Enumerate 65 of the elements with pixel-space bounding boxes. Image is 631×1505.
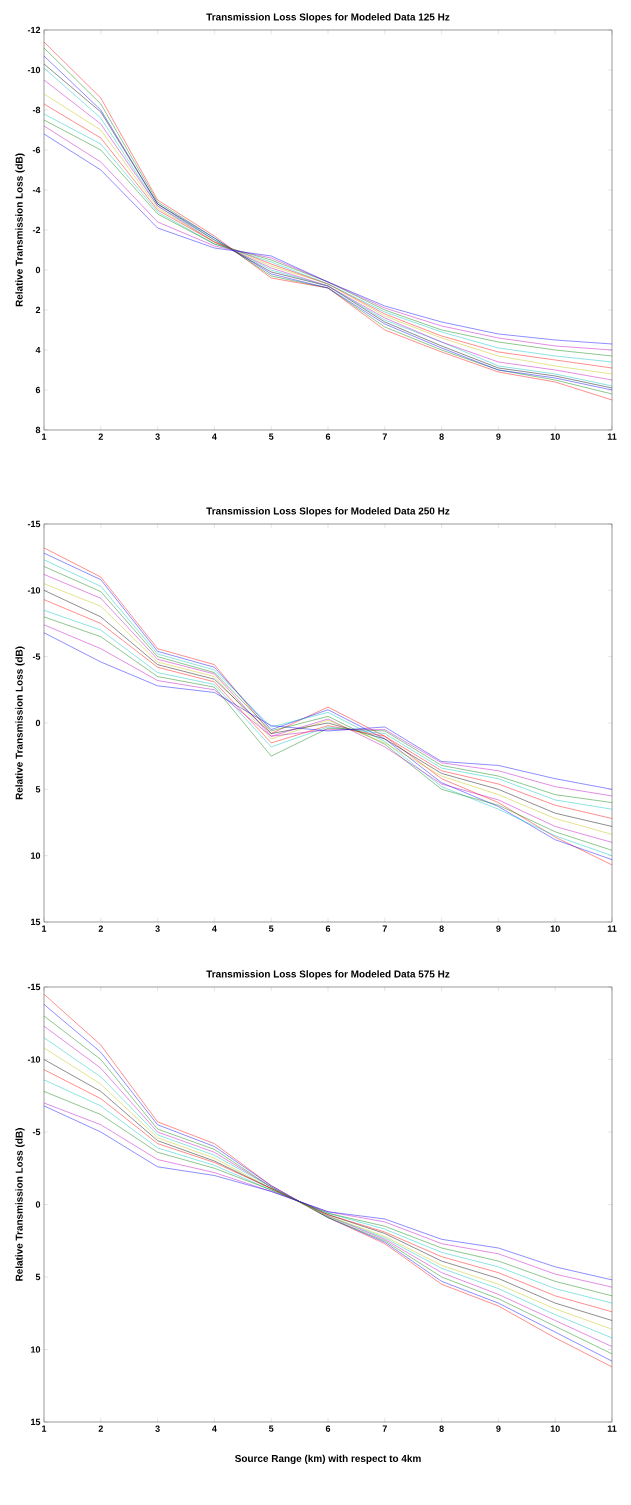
chart-title: Transmission Loss Slopes for Modeled Data 575 Hz xyxy=(206,970,450,980)
x-tick-label: 5 xyxy=(268,925,274,932)
y-tick-label: -4 xyxy=(32,186,41,194)
x-tick-label: 4 xyxy=(212,433,217,440)
y-tick-label: 6 xyxy=(35,386,41,394)
y-axis-title: Relative Transmission Loss (dB) xyxy=(15,1128,25,1281)
x-tick-label: 2 xyxy=(98,1425,103,1432)
chart-title: Transmission Loss Slopes for Modeled Data 125 Hz xyxy=(206,13,450,23)
x-tick-label: 2 xyxy=(98,925,103,932)
x-tick-label: 9 xyxy=(496,925,501,932)
x-tick-label: 11 xyxy=(607,925,617,932)
x-tick-label: 6 xyxy=(325,925,331,932)
y-tick-label: 5 xyxy=(35,1273,41,1281)
x-tick-label: 7 xyxy=(382,1425,387,1432)
y-tick-label: 2 xyxy=(35,306,41,314)
x-tick-label: 1 xyxy=(42,1425,47,1432)
x-tick-label: 10 xyxy=(550,1425,560,1432)
x-tick-label: 10 xyxy=(550,433,560,440)
x-tick-label: 5 xyxy=(268,1425,274,1432)
y-tick-label: 4 xyxy=(35,346,41,354)
y-tick-label: -15 xyxy=(27,520,41,528)
y-tick-label: -2 xyxy=(32,226,41,234)
y-tick-label: 10 xyxy=(31,852,41,859)
y-tick-label: 15 xyxy=(31,1418,41,1426)
y-tick-label: -8 xyxy=(32,106,41,114)
y-tick-label: 10 xyxy=(31,1346,41,1353)
y-tick-label: 15 xyxy=(31,918,41,926)
y-tick-label: 0 xyxy=(35,266,41,274)
y-tick-label: 5 xyxy=(35,786,41,793)
x-tick-label: 11 xyxy=(607,1425,617,1432)
x-tick-label: 1 xyxy=(42,925,47,932)
x-tick-label: 11 xyxy=(607,433,617,440)
y-tick-label: -5 xyxy=(32,1128,41,1136)
x-tick-label: 8 xyxy=(439,1425,444,1432)
y-tick-label: 0 xyxy=(35,719,41,727)
x-tick-label: 3 xyxy=(155,1425,160,1432)
x-tick-label: 3 xyxy=(155,433,160,440)
y-tick-label: -6 xyxy=(32,146,41,154)
y-tick-label: -15 xyxy=(27,983,41,991)
x-axis-title: Source Range (km) with respect to 4km xyxy=(235,1454,421,1464)
x-tick-label: 2 xyxy=(98,433,103,440)
x-tick-label: 4 xyxy=(212,1425,217,1432)
y-tick-label: -5 xyxy=(32,653,41,660)
x-tick-label: 7 xyxy=(382,925,387,932)
y-tick-label: -10 xyxy=(27,1056,41,1063)
y-tick-label: -10 xyxy=(27,587,41,594)
x-tick-label: 9 xyxy=(496,433,501,440)
y-tick-label: 0 xyxy=(35,1201,41,1208)
y-tick-label: -10 xyxy=(27,66,41,74)
chart-title: Transmission Loss Slopes for Modeled Data 250 Hz xyxy=(206,507,450,517)
x-tick-label: 10 xyxy=(550,925,560,932)
x-tick-label: 8 xyxy=(439,433,444,440)
x-tick-label: 7 xyxy=(382,433,387,440)
x-tick-label: 9 xyxy=(496,1425,501,1432)
x-tick-label: 1 xyxy=(42,433,47,440)
x-tick-label: 8 xyxy=(439,925,444,932)
x-tick-label: 5 xyxy=(268,433,274,440)
x-tick-label: 6 xyxy=(325,1425,331,1432)
y-axis-title: Relative Transmission Loss (dB) xyxy=(15,646,25,800)
x-tick-label: 3 xyxy=(155,925,160,932)
y-tick-label: 8 xyxy=(35,426,41,434)
y-axis-title: Relative Transmission Loss (dB) xyxy=(15,153,25,307)
y-tick-label: -12 xyxy=(27,26,41,34)
x-tick-label: 6 xyxy=(325,433,331,440)
x-tick-label: 4 xyxy=(212,925,217,932)
